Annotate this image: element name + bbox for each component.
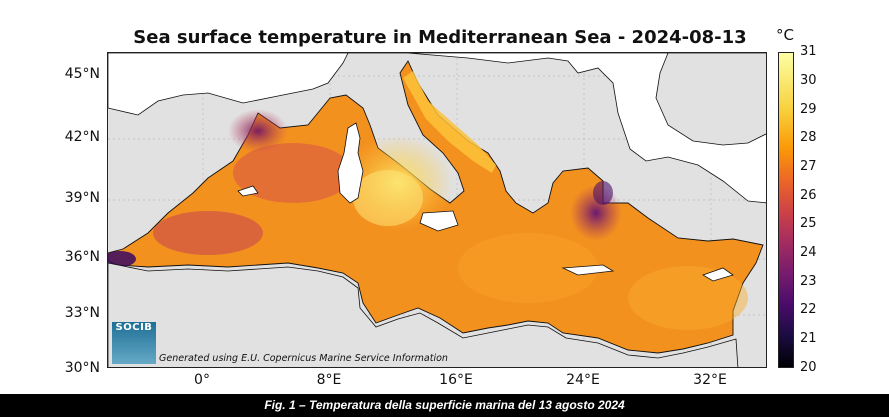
colorbar-tick: 21 [800,331,817,346]
lon-label: 24°E [566,372,600,388]
colorbar-tick: 29 [800,102,817,117]
lon-label: 0° [194,372,210,388]
caption-bar: Fig. 1 – Temperatura della superficie ma… [0,394,889,417]
island-sicily [419,210,459,232]
land-africa [108,262,739,367]
colorbar-unit: °C [776,26,794,44]
socib-logo: SOCIB [112,322,156,364]
colorbar [778,52,794,368]
lon-label: 8°E [316,372,342,388]
lon-label: 16°E [439,372,473,388]
lat-label: 33°N [64,305,100,321]
colorbar-tick: 25 [800,216,817,231]
lat-label: 45°N [64,66,100,82]
colorbar-tick: 24 [800,245,817,260]
colorbar-tick: 20 [800,360,817,375]
lat-label: 39°N [64,190,100,206]
colorbar-tick: 27 [800,159,817,174]
colorbar-tick: 31 [800,44,817,59]
figure-caption: Fig. 1 – Temperatura della superficie ma… [264,398,625,412]
lon-label: 32°E [693,372,727,388]
colorbar-tick: 22 [800,302,817,317]
logo-text: SOCIB [115,322,153,333]
island-balearic [237,185,259,197]
map-svg [108,53,766,367]
lat-label: 36°N [64,249,100,265]
colorbar-tick: 26 [800,188,817,203]
map-title: Sea surface temperature in Mediterranean… [133,27,747,48]
colorbar-tick: 30 [800,73,817,88]
map-area [107,52,767,368]
black-sea [655,53,766,146]
colorbar-tick: 28 [800,130,817,145]
lat-label: 30°N [64,360,100,376]
colorbar-tick: 23 [800,274,817,289]
island-cyprus [702,267,734,282]
land-france [108,53,349,116]
island-crete [561,264,615,276]
island-corsica-sardinia [337,122,364,204]
lat-label: 42°N [64,129,100,145]
data-credit: Generated using E.U. Copernicus Marine S… [159,353,448,364]
